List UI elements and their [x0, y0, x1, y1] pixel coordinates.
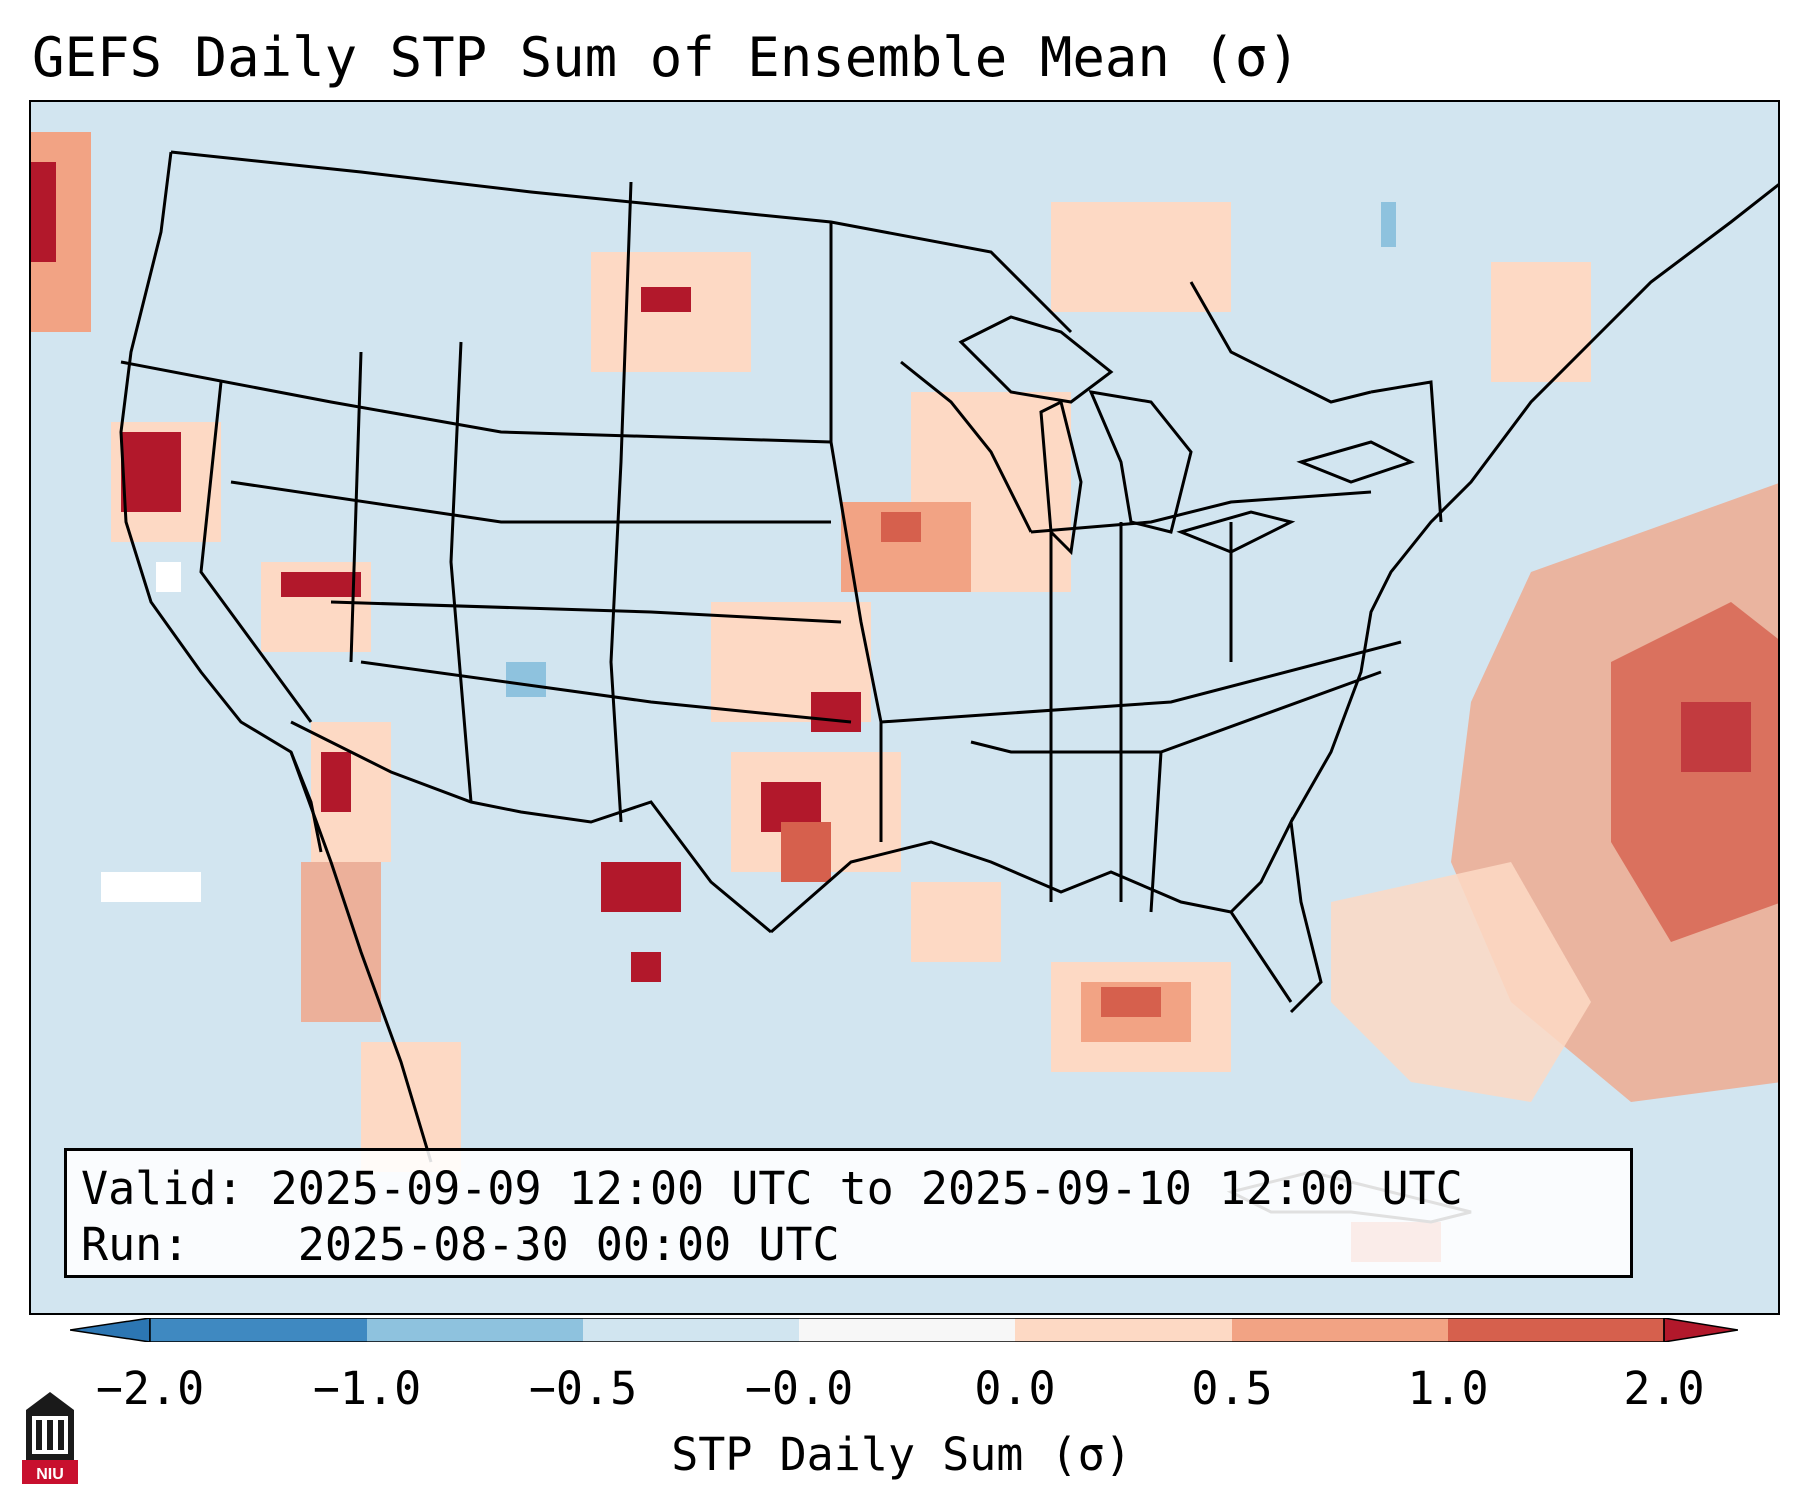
- colorbar-label: STP Daily Sum (σ): [671, 1428, 1132, 1481]
- valid-run-info-box: Valid: 2025-09-09 12:00 UTC to 2025-09-1…: [64, 1148, 1633, 1278]
- valid-label: Valid:: [81, 1162, 244, 1215]
- map-panel: [29, 100, 1780, 1315]
- colorbar-tick: −2.0: [95, 1362, 205, 1415]
- valid-range: 2025-09-09 12:00 UTC to 2025-09-10 12:00…: [270, 1162, 1463, 1215]
- boundaries-layer: [119, 150, 1778, 1224]
- colorbar-tick: −0.0: [744, 1362, 854, 1415]
- colorbar-tick: −0.5: [528, 1362, 638, 1415]
- colorbar-bin: [583, 1318, 799, 1342]
- map-svg: [31, 132, 1778, 1262]
- colorbar-tick: 1.0: [1407, 1362, 1489, 1415]
- colorbar: [70, 1318, 1738, 1342]
- svg-text:NIU: NIU: [36, 1466, 64, 1483]
- map-title: GEFS Daily STP Sum of Ensemble Mean (σ): [32, 26, 1300, 89]
- colorbar-bin: [367, 1318, 583, 1342]
- niu-logo-icon: NIU: [22, 1392, 78, 1484]
- colorbar-tick: 2.0: [1623, 1362, 1705, 1415]
- colorbar-extension-low: [70, 1318, 151, 1342]
- colorbar-tick: −1.0: [312, 1362, 422, 1415]
- colorbar-bin: [1448, 1318, 1664, 1342]
- colorbar-bin: [1232, 1318, 1448, 1342]
- colorbar-tick: 0.5: [1191, 1362, 1273, 1415]
- colorbar-tick: 0.0: [974, 1362, 1056, 1415]
- colorbar-bin: [150, 1318, 367, 1342]
- colorbar-bin: [1015, 1318, 1232, 1342]
- run-label: Run:: [81, 1218, 190, 1271]
- run-time: 2025-08-30 00:00 UTC: [297, 1218, 840, 1271]
- colorbar-bin: [799, 1318, 1015, 1342]
- colorbar-extension-high: [1663, 1318, 1738, 1342]
